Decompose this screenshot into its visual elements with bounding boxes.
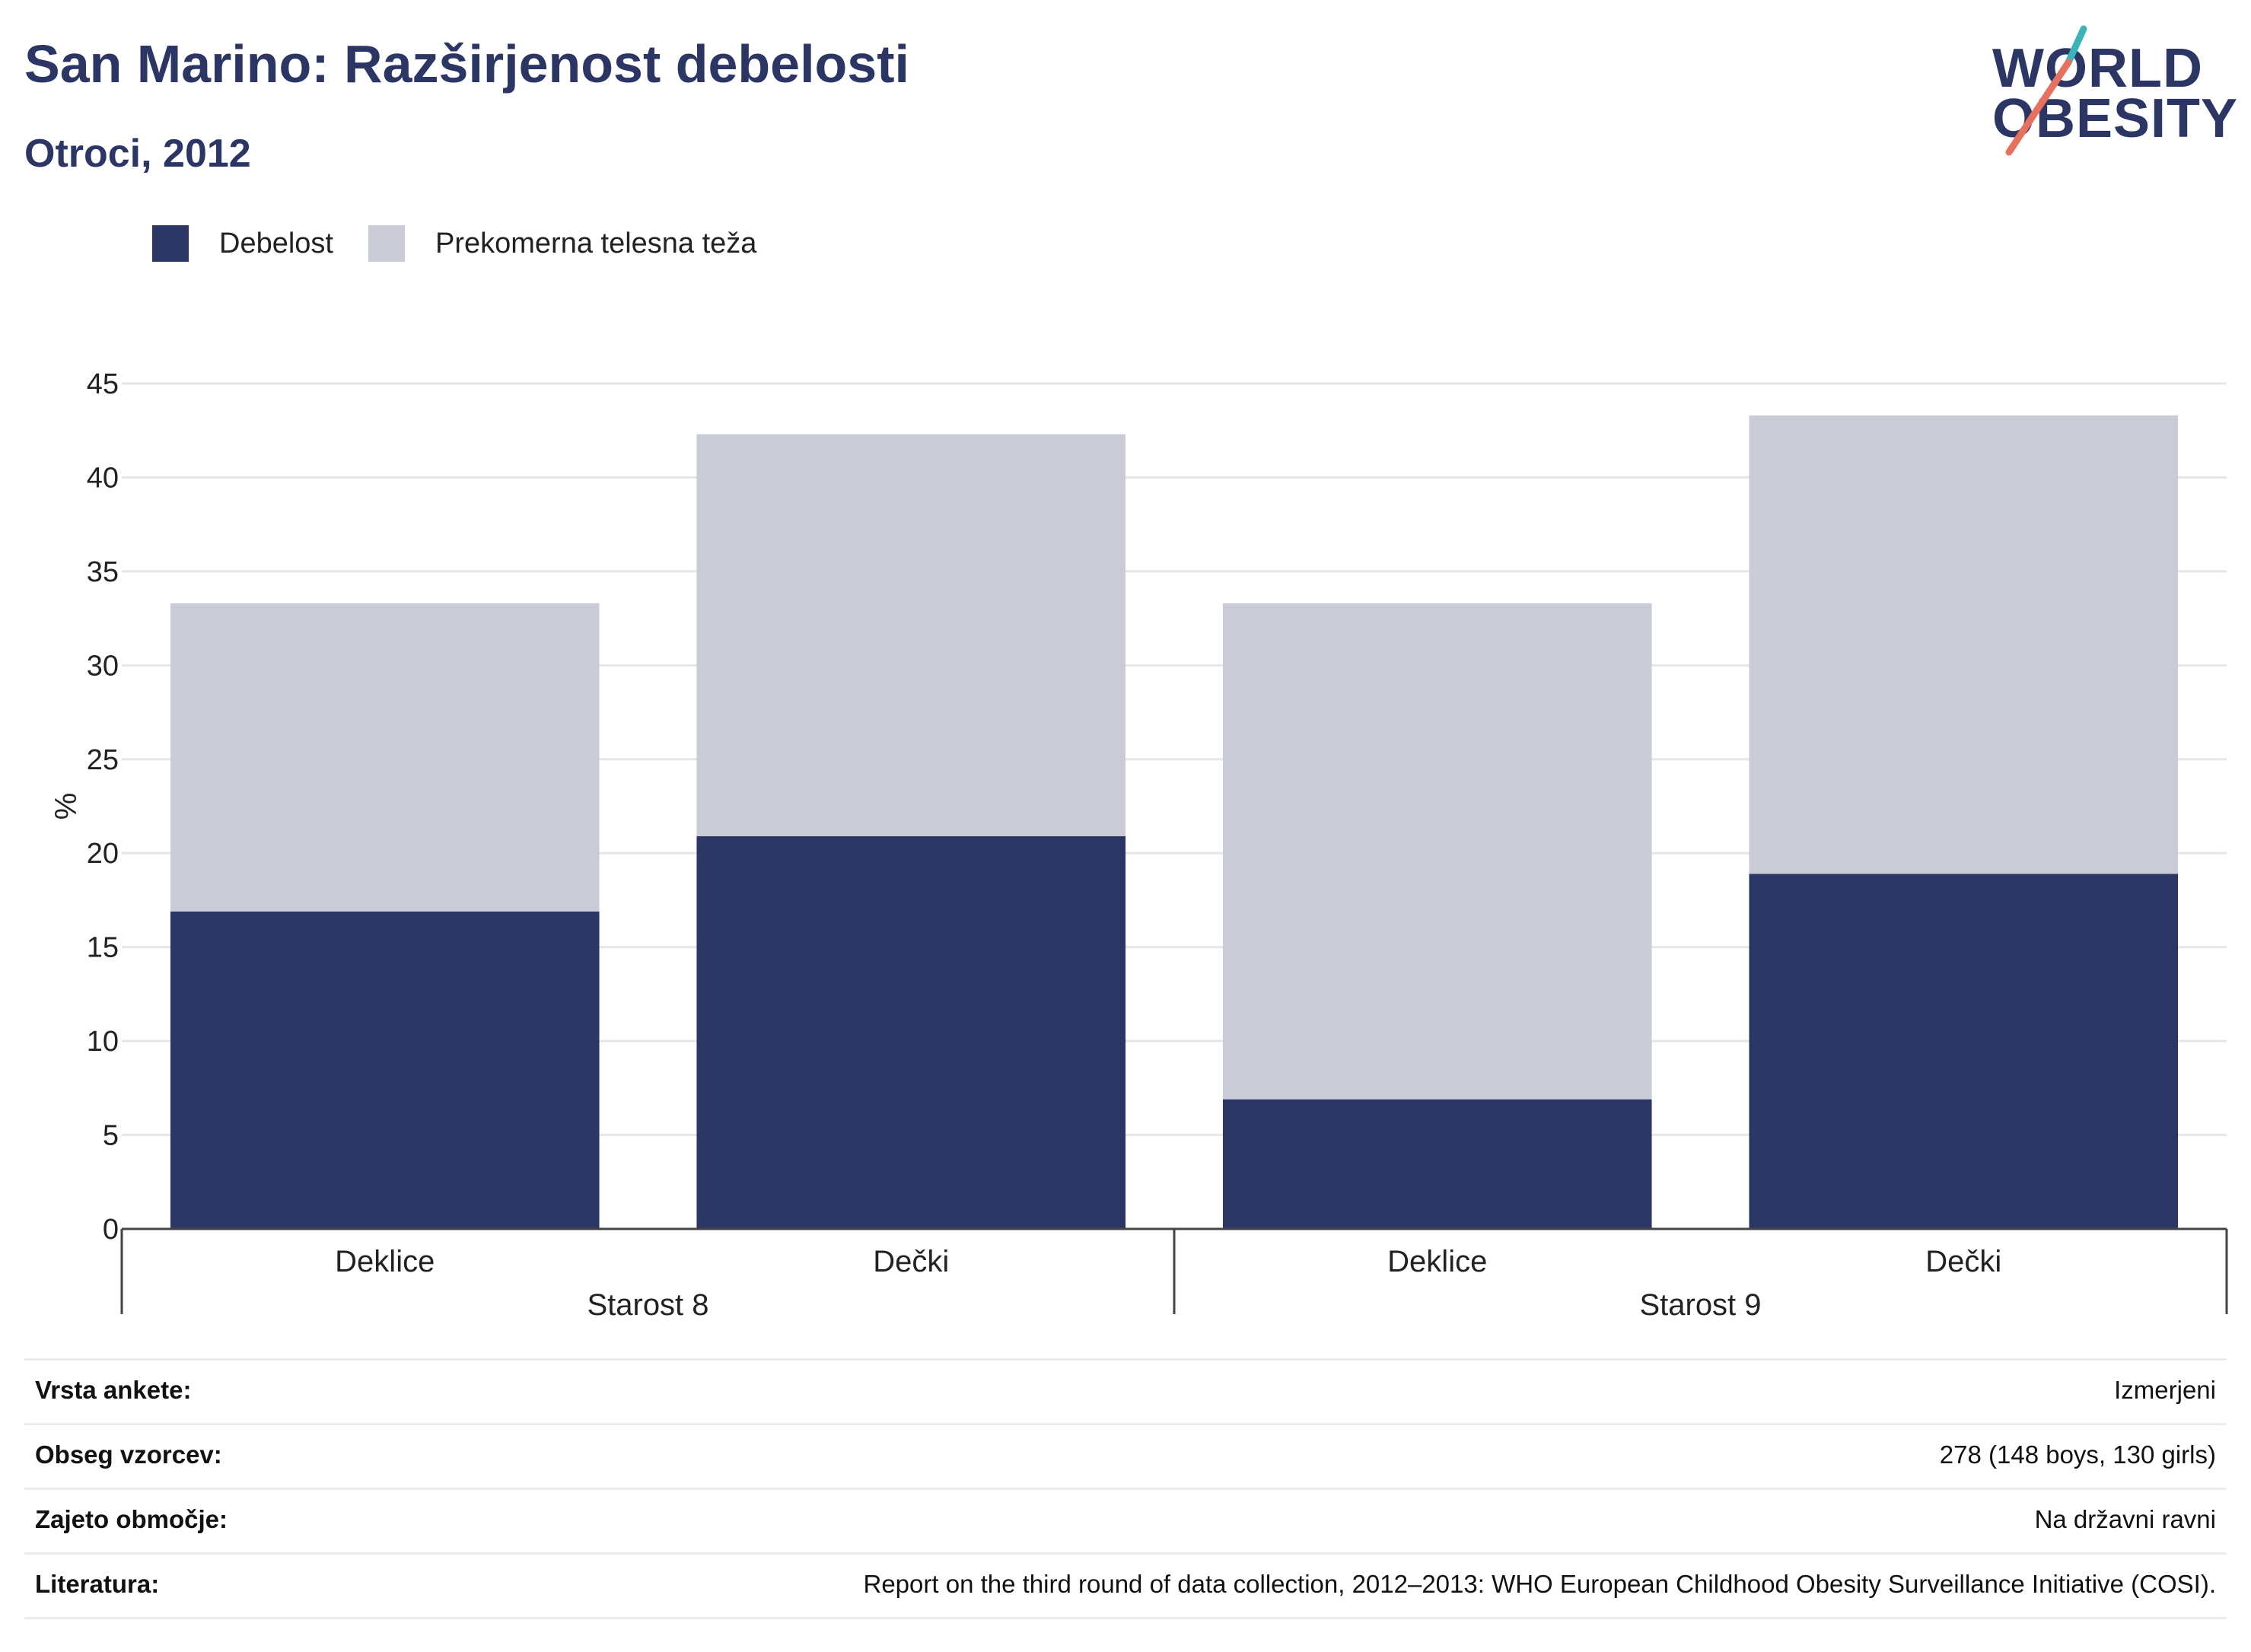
legend-item-debelost: Debelost xyxy=(152,225,333,262)
x-group-label: Starost 8 xyxy=(587,1288,708,1322)
info-value: 278 (148 boys, 130 girls) xyxy=(1939,1440,2216,1469)
legend-label-debelost: Debelost xyxy=(219,227,333,259)
survey-info-table: Vrsta ankete: Izmerjeni Obseg vzorcev: 2… xyxy=(24,1358,2227,1619)
legend-item-prekomerna: Prekomerna telesna teža xyxy=(368,225,756,262)
x-tick-label: Dečki xyxy=(873,1245,949,1278)
x-tick-label: Deklice xyxy=(1387,1245,1487,1278)
y-tick-label: 5 xyxy=(103,1120,119,1152)
bar-prekomerna xyxy=(170,603,600,912)
info-row-survey-type: Vrsta ankete: Izmerjeni xyxy=(24,1358,2227,1423)
x-group-label: Starost 9 xyxy=(1639,1288,1761,1322)
info-key: Literatura: xyxy=(35,1570,160,1598)
y-tick-label: 20 xyxy=(87,838,119,870)
legend-swatch-debelost xyxy=(152,225,189,262)
bar-debelost xyxy=(696,836,1126,1229)
info-key: Zajeto območje: xyxy=(35,1505,228,1533)
y-tick-label: 15 xyxy=(87,932,119,964)
y-tick-label: 25 xyxy=(87,744,119,776)
legend-label-prekomerna: Prekomerna telesna teža xyxy=(435,227,757,259)
y-tick-label: 10 xyxy=(87,1026,119,1058)
info-key: Obseg vzorcev: xyxy=(35,1440,222,1469)
chart-subtitle: Otroci, 2012 xyxy=(24,132,251,176)
info-value: Izmerjeni xyxy=(2114,1376,2216,1404)
bar-debelost xyxy=(170,911,600,1229)
legend-swatch-prekomerna xyxy=(368,225,405,262)
y-axis-label: % xyxy=(48,793,81,820)
bar-debelost xyxy=(1749,874,2179,1229)
y-tick-label: 40 xyxy=(87,462,119,494)
info-row-sample-size: Obseg vzorcev: 278 (148 boys, 130 girls) xyxy=(24,1423,2227,1488)
y-tick-label: 30 xyxy=(87,650,119,682)
x-axis: Deklice Dečki Deklice Dečki Starost 8 Starost… xyxy=(120,1227,2228,1322)
info-row-reference: Literatura: Report on the third round of… xyxy=(24,1552,2227,1619)
info-row-coverage: Zajeto območje: Na državni ravni xyxy=(24,1488,2227,1552)
bar-debelost xyxy=(1222,1099,1652,1229)
y-tick-label: 35 xyxy=(87,556,119,588)
info-value: Na državni ravni xyxy=(2034,1505,2216,1533)
info-key: Vrsta ankete: xyxy=(35,1376,192,1404)
bar-prekomerna xyxy=(1749,415,2179,874)
y-axis-ticks: 0 5 10 15 20 25 30 35 40 45 xyxy=(87,368,119,1246)
logo-line-1: WORLD xyxy=(1992,38,2203,99)
info-value: Report on the third round of data collec… xyxy=(863,1570,2217,1598)
chart-title: San Marino: Razširjenost debelosti xyxy=(24,34,909,94)
y-tick-label: 45 xyxy=(87,368,119,400)
bars xyxy=(170,415,2179,1229)
bar-prekomerna xyxy=(696,434,1126,837)
bar-prekomerna xyxy=(1222,603,1652,1100)
world-obesity-logo: WORLD OBESITY xyxy=(1986,23,2237,160)
logo-slash-icon xyxy=(2005,25,2087,156)
y-tick-label: 0 xyxy=(103,1214,119,1246)
chart-legend: Debelost Prekomerna telesna teža xyxy=(152,225,791,262)
x-tick-label: Dečki xyxy=(1925,1245,2001,1278)
x-tick-label: Deklice xyxy=(335,1245,435,1278)
